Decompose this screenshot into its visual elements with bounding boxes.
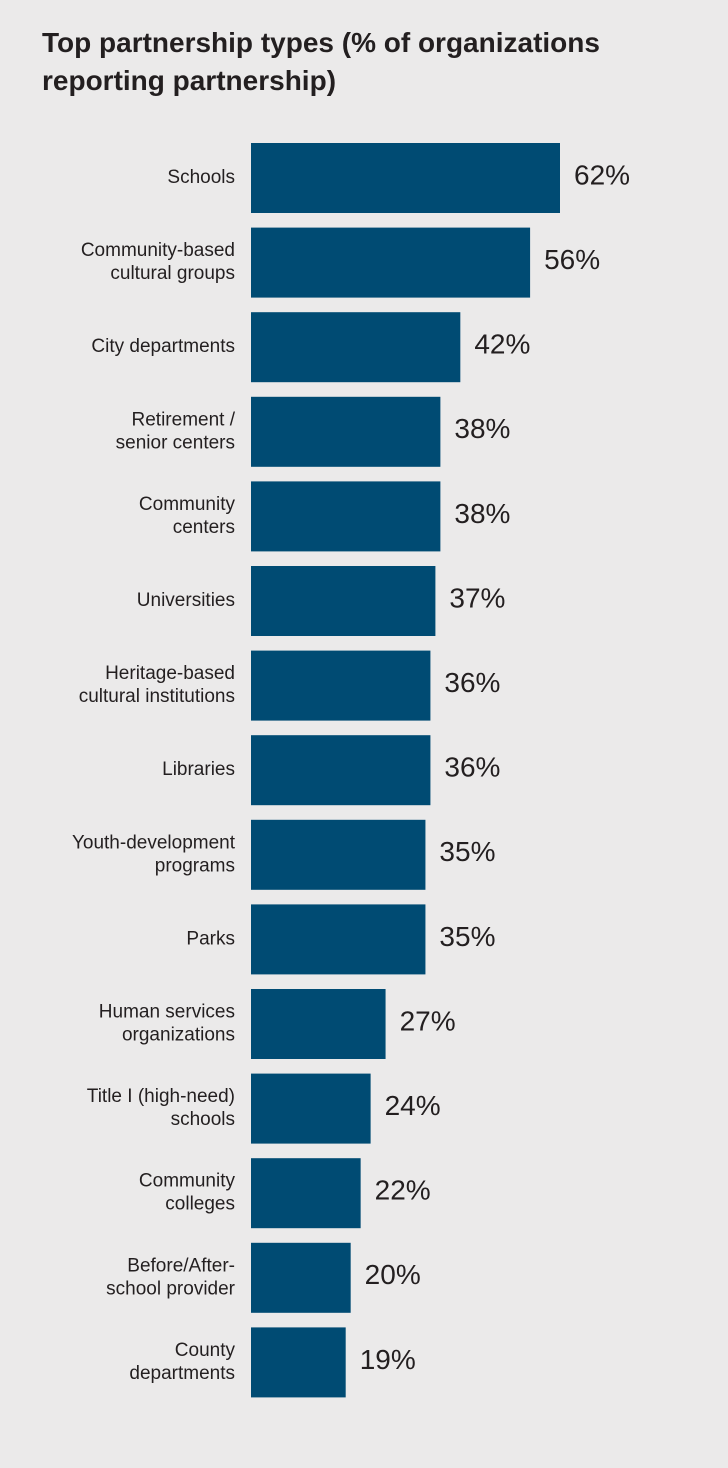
- category-label-line: Retirement /: [132, 409, 236, 430]
- category-label-line: Title I (high-need): [87, 1086, 235, 1107]
- category-label-line: City departments: [91, 336, 235, 357]
- category-label-line: Human services: [99, 1002, 235, 1023]
- value-labels: 62% 56% 42% 38% 38% 37% 36% 36% 35% 35% 27% 24% 22% 2…: [360, 159, 630, 1374]
- category-label-line: senior centers: [116, 432, 235, 453]
- value-label: 38%: [454, 413, 510, 444]
- bar: [251, 1327, 346, 1398]
- bar: [251, 735, 431, 806]
- category-label-line: Before/After-: [127, 1255, 235, 1276]
- bar: [251, 312, 461, 383]
- value-label: 42%: [474, 329, 530, 360]
- value-label: 19%: [360, 1344, 416, 1375]
- bar: [251, 566, 436, 636]
- category-label: Parks: [186, 928, 235, 949]
- bar: [251, 904, 426, 975]
- bar: [251, 396, 441, 467]
- category-label-line: organizations: [122, 1025, 235, 1046]
- category-label: Human services organizations: [99, 1002, 235, 1046]
- value-label: 35%: [439, 836, 495, 867]
- value-label: 24%: [385, 1090, 441, 1121]
- value-label: 62%: [574, 159, 630, 190]
- category-label-line: County: [175, 1340, 236, 1361]
- category-label-line: Community: [139, 1171, 236, 1192]
- bar: [251, 650, 431, 721]
- bar: [251, 1158, 361, 1229]
- category-label-line: cultural groups: [110, 263, 235, 284]
- category-label: Heritage-based cultural institutions: [79, 663, 235, 707]
- value-label: 38%: [454, 498, 510, 529]
- value-label: 56%: [544, 244, 600, 275]
- bar: [251, 227, 531, 298]
- value-label: 37%: [449, 582, 505, 613]
- value-label: 20%: [365, 1259, 421, 1290]
- category-label: Before/After-school provider: [106, 1255, 236, 1299]
- category-label: Libraries: [162, 759, 235, 780]
- category-labels: Schools Community-based cultural groups Cit…: [72, 167, 236, 1384]
- value-label: 27%: [400, 1005, 456, 1036]
- category-label-line: departments: [129, 1363, 235, 1384]
- bar: [251, 143, 560, 213]
- category-label: Title I (high-need) schools: [87, 1086, 235, 1130]
- category-label-line: Schools: [167, 167, 235, 188]
- bar: [251, 481, 441, 552]
- category-label: County departments: [129, 1340, 235, 1384]
- category-label-line: Parks: [186, 928, 235, 949]
- category-label-line: Youth-development: [72, 832, 236, 853]
- value-label: 35%: [439, 921, 495, 952]
- category-label-line: school provider: [106, 1278, 236, 1299]
- bars-group: [251, 143, 560, 1398]
- category-label-line: Libraries: [162, 759, 235, 780]
- category-label-line: programs: [155, 855, 235, 876]
- category-label: Youth-development programs: [72, 832, 236, 876]
- category-label-line: schools: [171, 1109, 235, 1130]
- category-label: Schools: [167, 167, 235, 188]
- category-label: City departments: [91, 336, 235, 357]
- chart-title: Top partnership types (% of organization…: [42, 27, 600, 96]
- category-label-line: cultural institutions: [79, 686, 235, 707]
- category-label-line: centers: [173, 517, 235, 538]
- category-label-line: Universities: [137, 590, 235, 611]
- bar: [251, 1073, 371, 1144]
- category-label: Community colleges: [139, 1171, 236, 1215]
- category-label-line: colleges: [165, 1194, 235, 1215]
- bar: [251, 1242, 351, 1313]
- category-label-line: Heritage-based: [105, 663, 235, 684]
- value-label: 36%: [444, 752, 500, 783]
- category-label-line: Community-based: [81, 240, 235, 261]
- bar: [251, 989, 386, 1059]
- category-label: Universities: [137, 590, 235, 611]
- category-label: Community-based cultural groups: [81, 240, 235, 284]
- value-label: 22%: [375, 1175, 431, 1206]
- category-label: Community centers: [139, 494, 236, 538]
- category-label: Retirement / senior centers: [116, 409, 236, 453]
- category-label-line: Community: [139, 494, 236, 515]
- bar: [251, 819, 426, 890]
- value-label: 36%: [444, 667, 500, 698]
